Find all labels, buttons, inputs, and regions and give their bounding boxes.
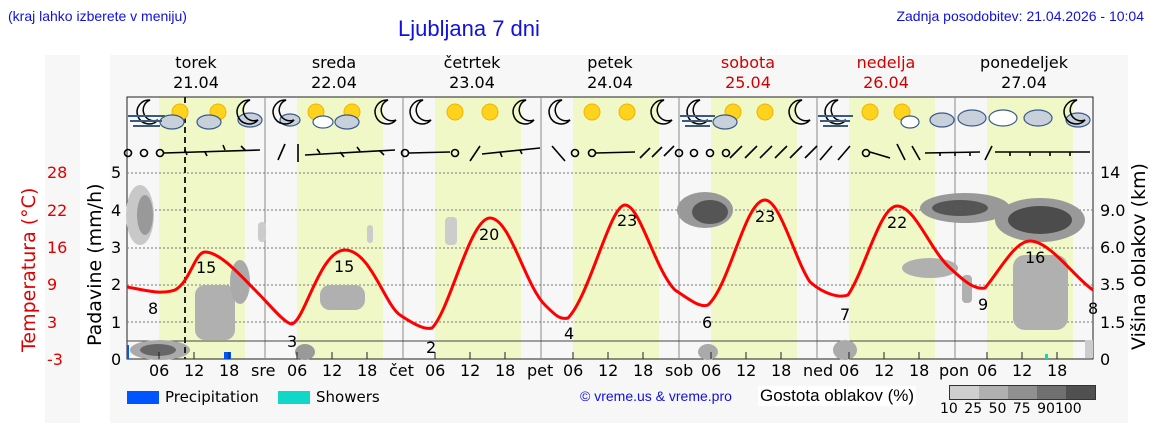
svg-text:12: 12 (184, 361, 204, 380)
svg-text:pet: pet (527, 361, 553, 380)
day-header: sobota 25.04 (720, 53, 776, 92)
cloud-density-scale-labels: 10 25 50 75 90100 (940, 401, 1082, 417)
page-title: Ljubljana 7 dni (398, 16, 540, 41)
svg-text:18: 18 (219, 361, 239, 380)
cloud-tick: 1.5 (1100, 313, 1126, 332)
svg-text:20: 20 (479, 225, 499, 244)
svg-text:18: 18 (633, 361, 653, 380)
cloud-tick: 0 (1100, 350, 1111, 369)
svg-text:2: 2 (426, 338, 436, 357)
svg-text:6: 6 (702, 313, 712, 332)
showers-swatch (278, 390, 310, 404)
day-header: nedelja 26.04 (856, 53, 916, 92)
svg-text:pon: pon (939, 361, 969, 380)
svg-text:8: 8 (1088, 299, 1098, 318)
cloud-density-scale (949, 385, 1096, 400)
svg-text:16: 16 (1025, 248, 1045, 267)
svg-text:7: 7 (840, 305, 850, 324)
svg-text:18: 18 (771, 361, 791, 380)
svg-text:12: 12 (322, 361, 342, 380)
temp-axis-panel (45, 55, 80, 423)
last-updated: Zadnja posodobitev: 21.04.2026 - 10:04 (896, 8, 1144, 24)
cloud-tick: 14 (1100, 163, 1121, 182)
precipitation-bar (127, 345, 129, 359)
precip-tick: 0 (111, 350, 122, 369)
precip-tick: 5 (111, 163, 122, 182)
cloud-tick: 9.0 (1100, 201, 1126, 220)
svg-text:sre: sre (251, 361, 275, 380)
precip-tick: 3 (111, 238, 122, 257)
svg-text:18: 18 (495, 361, 515, 380)
svg-text:15: 15 (196, 258, 216, 277)
temp-tick: -3 (47, 350, 63, 369)
legend-showers: Showers (278, 388, 380, 406)
precip-tick: 4 (111, 201, 122, 220)
temperature-line (126, 198, 1094, 330)
svg-text:ned: ned (803, 361, 833, 380)
svg-text:12: 12 (1012, 361, 1032, 380)
svg-text:06: 06 (977, 361, 997, 380)
cloud-density-blobs (126, 185, 1093, 360)
svg-text:22: 22 (887, 213, 907, 232)
svg-text:06: 06 (701, 361, 721, 380)
precip-tick: 2 (111, 275, 122, 294)
svg-text:4: 4 (564, 324, 574, 343)
svg-text:23: 23 (617, 211, 637, 230)
temp-tick: 16 (47, 238, 68, 257)
svg-text:12: 12 (874, 361, 894, 380)
svg-text:06: 06 (425, 361, 445, 380)
showers-bar (1045, 354, 1048, 359)
svg-text:06: 06 (287, 361, 307, 380)
day-header: četrtek 23.04 (443, 53, 501, 92)
svg-text:18: 18 (1047, 361, 1067, 380)
temp-tick: 28 (47, 163, 68, 182)
svg-text:čet: čet (389, 361, 414, 380)
svg-text:06: 06 (563, 361, 583, 380)
day-header: ponedeljek 27.04 (980, 53, 1068, 92)
precipitation-bar (224, 352, 231, 359)
region-hint: (kraj lahko izberete v meniju) (8, 8, 187, 24)
svg-text:sob: sob (665, 361, 693, 380)
cloud-density-label: Gostota oblakov (%) (758, 386, 917, 406)
wind-barbs (123, 143, 1090, 162)
fog-icon (128, 115, 853, 127)
weather-icons (128, 99, 1091, 130)
precipitation-swatch (127, 390, 159, 404)
svg-text:23: 23 (755, 207, 775, 226)
svg-text:18: 18 (357, 361, 377, 380)
precip-tick: 1 (111, 313, 122, 332)
legend-precipitation: Precipitation (127, 388, 259, 406)
copyright-link[interactable]: © vreme.us & vreme.pro (580, 388, 732, 404)
svg-text:06: 06 (839, 361, 859, 380)
day-header: torek 21.04 (173, 53, 219, 92)
svg-text:3: 3 (287, 332, 297, 351)
cloud-tick: 6.0 (1100, 238, 1126, 257)
cloud-tick: 3.5 (1100, 275, 1126, 294)
temp-tick: 22 (47, 201, 68, 220)
temp-tick: 3 (47, 313, 58, 332)
day-header: sreda 22.04 (311, 53, 357, 92)
svg-text:15: 15 (334, 257, 354, 276)
temperature-annotations: 8 15 3 15 2 20 4 23 6 23 7 22 9 16 8 (148, 207, 1098, 357)
svg-text:8: 8 (148, 299, 158, 318)
x-axis-labels: 06 12 18 sre 06 12 18 čet 06 12 18 pet 0… (149, 361, 1067, 380)
hour-ticks (158, 352, 1058, 359)
svg-text:12: 12 (736, 361, 756, 380)
svg-text:9: 9 (978, 295, 988, 314)
svg-text:12: 12 (460, 361, 480, 380)
temp-tick: 9 (47, 275, 58, 294)
svg-text:12: 12 (598, 361, 618, 380)
svg-text:18: 18 (909, 361, 929, 380)
day-header: petek 24.04 (587, 53, 633, 92)
svg-text:06: 06 (149, 361, 169, 380)
